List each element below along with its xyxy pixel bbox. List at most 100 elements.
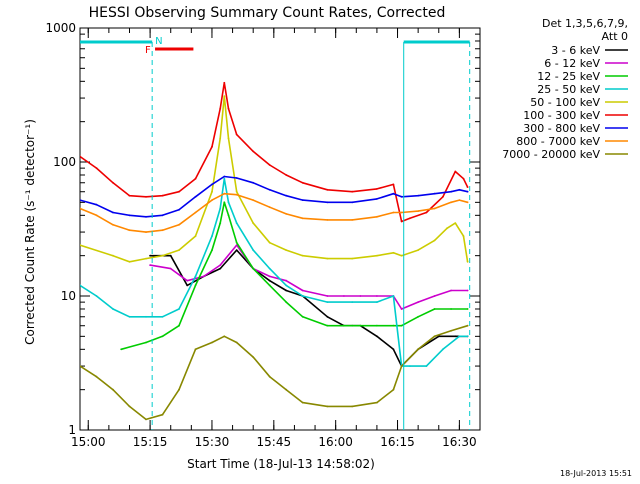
- data-point: [301, 401, 304, 404]
- data-point: [252, 356, 255, 358]
- data-point: [409, 365, 411, 367]
- chart-title: HESSI Observing Summary Count Rates, Cor…: [89, 5, 446, 21]
- data-point: [161, 254, 164, 257]
- data-point: [392, 348, 395, 351]
- y-tick-label: 1000: [45, 21, 76, 35]
- data-point: [450, 201, 452, 204]
- data-point: [219, 264, 222, 266]
- data-point: [462, 235, 465, 238]
- data-point: [219, 222, 222, 225]
- data-point: [450, 289, 452, 292]
- data-point: [219, 137, 222, 140]
- data-point: [466, 260, 469, 263]
- data-point: [268, 275, 271, 278]
- legend-header-line-2: Att 0: [602, 30, 628, 43]
- legend-label: 50 - 100 keV: [530, 96, 600, 109]
- data-point: [466, 289, 469, 292]
- data-point: [400, 220, 403, 223]
- data-point: [285, 388, 288, 391]
- data-point: [285, 279, 288, 282]
- data-point: [120, 348, 123, 351]
- data-point: [392, 324, 395, 327]
- data-point: [80, 199, 81, 201]
- data-point: [425, 365, 428, 367]
- data-point: [268, 188, 271, 191]
- data-point: [161, 335, 164, 338]
- data-point: [376, 301, 378, 303]
- data-point: [145, 418, 147, 421]
- legend-label: 300 - 800 keV: [523, 122, 600, 135]
- data-point: [194, 275, 197, 278]
- data-point: [466, 308, 469, 310]
- data-point: [202, 275, 205, 278]
- data-point: [400, 308, 403, 310]
- data-point: [392, 388, 395, 391]
- data-point: [145, 315, 147, 318]
- data-point: [235, 341, 238, 344]
- data-point: [211, 145, 213, 148]
- data-point: [223, 201, 226, 204]
- data-point: [145, 231, 147, 234]
- data-point: [458, 199, 461, 202]
- data-point: [112, 223, 114, 226]
- series-group: [80, 40, 471, 430]
- data-point: [343, 295, 345, 297]
- data-point: [359, 295, 362, 297]
- data-point: [376, 401, 378, 404]
- data-point: [454, 222, 457, 225]
- data-point: [178, 324, 180, 327]
- data-point: [433, 308, 436, 310]
- data-point: [235, 190, 238, 193]
- data-point: [268, 206, 271, 209]
- data-point: [128, 229, 131, 232]
- legend-label: 7000 - 20000 keV: [502, 148, 600, 161]
- data-point: [178, 249, 180, 252]
- plot-frame: [79, 27, 481, 431]
- data-point: [454, 170, 457, 173]
- data-point: [351, 219, 354, 221]
- data-point: [194, 284, 197, 287]
- data-point: [433, 335, 436, 338]
- data-point: [400, 211, 403, 214]
- data-point: [400, 324, 403, 327]
- data-point: [186, 279, 189, 282]
- data-point: [95, 375, 98, 378]
- data-point: [128, 194, 131, 197]
- data-point: [223, 192, 226, 195]
- data-point: [268, 375, 271, 378]
- data-point: [285, 289, 288, 292]
- data-point: [458, 335, 461, 338]
- data-point: [235, 193, 238, 196]
- data-point: [178, 388, 180, 391]
- data-point: [252, 249, 255, 252]
- data-point: [400, 365, 403, 367]
- data-point: [392, 211, 395, 214]
- series-line-1: [149, 244, 468, 310]
- data-point: [95, 203, 98, 206]
- series-line-2: [120, 201, 468, 351]
- plot-area: 1 10 100 1000 15:00 15:15 15:30 15:45 16:00 16:15…: [45, 21, 481, 449]
- data-point: [161, 413, 164, 416]
- data-point: [417, 348, 419, 351]
- data-point: [227, 201, 230, 204]
- data-point: [351, 190, 354, 193]
- data-point: [161, 214, 164, 217]
- data-point: [194, 177, 197, 180]
- night-flag-label: N: [155, 36, 162, 47]
- data-point: [392, 295, 395, 297]
- data-point: [268, 241, 271, 244]
- x-tick-label: 16:00: [318, 435, 353, 449]
- x-tick-label: 15:30: [195, 435, 230, 449]
- y-tick-label: 100: [53, 155, 76, 169]
- data-point: [326, 324, 329, 327]
- data-point: [285, 213, 288, 215]
- data-point: [80, 244, 81, 246]
- data-point: [227, 107, 230, 110]
- data-point: [433, 192, 436, 195]
- data-point: [112, 211, 114, 214]
- data-point: [301, 199, 304, 202]
- data-point: [301, 295, 304, 297]
- data-point: [351, 301, 354, 303]
